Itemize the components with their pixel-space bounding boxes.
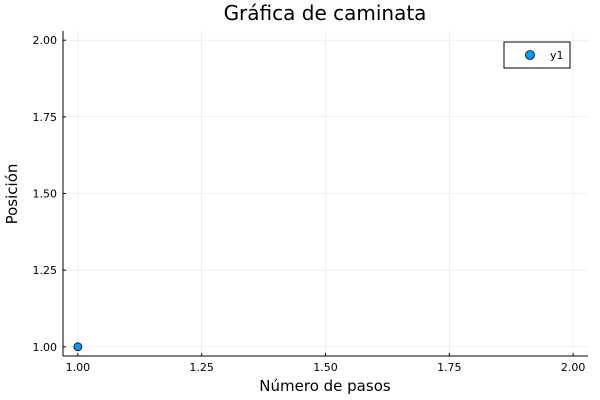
x-axis-ticks: 1.00 1.25 1.50 1.75 2.00	[66, 353, 586, 374]
x-tick-label: 2.00	[561, 361, 586, 374]
legend-box	[503, 41, 571, 69]
legend-marker-y1	[525, 50, 535, 60]
legend-label-y1: y1	[550, 49, 564, 62]
y-tick-label: 1.25	[33, 264, 58, 277]
y-tick-label: 1.50	[33, 188, 58, 201]
chart-title: Gráfica de caminata	[224, 1, 427, 25]
x-tick-label: 1.75	[437, 361, 462, 374]
y-tick-label: 1.00	[33, 341, 58, 354]
y-axis-ticks: 1.00 1.25 1.50 1.75 2.00	[33, 34, 66, 354]
x-tick-label: 1.25	[189, 361, 214, 374]
y-axis-label: Posición	[3, 164, 21, 225]
y-tick-label: 1.75	[33, 111, 58, 124]
grid	[63, 31, 588, 356]
data-point	[73, 342, 83, 352]
data-points	[73, 342, 83, 352]
x-axis-label: Número de pasos	[259, 377, 391, 395]
x-tick-label: 1.00	[66, 361, 91, 374]
y-tick-label: 2.00	[33, 34, 58, 47]
x-tick-label: 1.50	[313, 361, 338, 374]
legend: y1	[503, 41, 571, 69]
